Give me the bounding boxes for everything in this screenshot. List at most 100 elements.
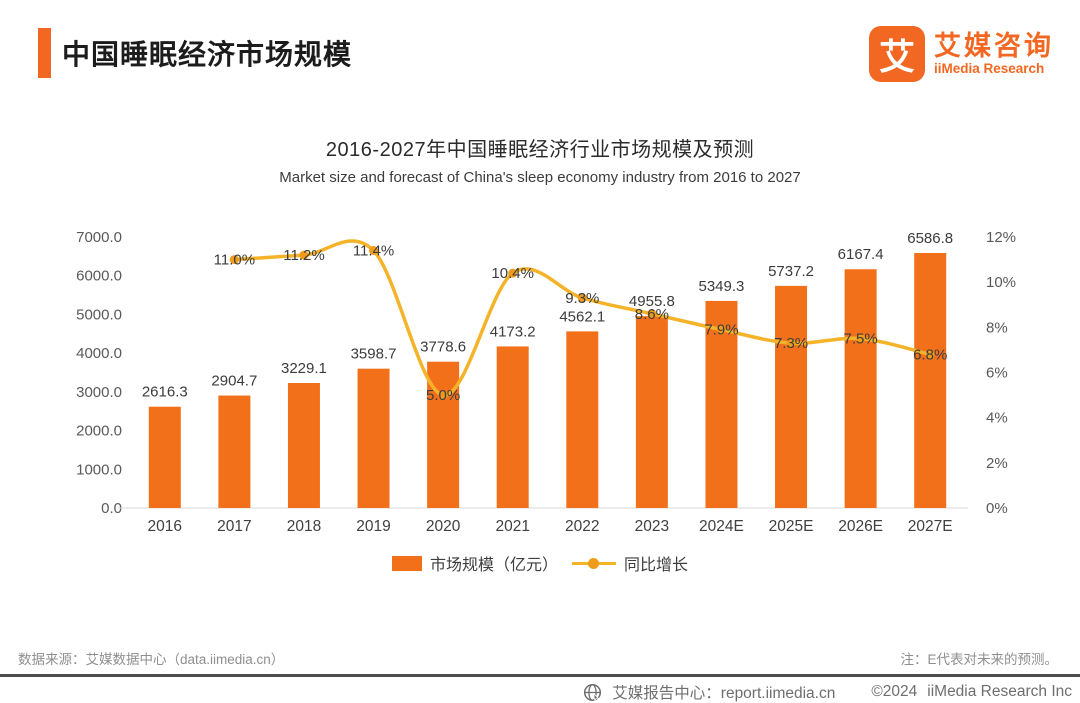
footer-divider	[0, 674, 1080, 677]
bar-value-label: 3229.1	[281, 360, 327, 377]
growth-point	[925, 349, 935, 359]
x-tick-2023: 2023	[635, 518, 669, 535]
legend-label-market-size: 市场规模（亿元）	[429, 557, 558, 574]
iimedia-logo-icon: 艾	[869, 26, 925, 82]
footer-bar: 艾媒报告中心：report.iimedia.cn ©2024 iiMedia R…	[583, 681, 1072, 703]
bar-2023	[635, 316, 668, 508]
growth-value-label: 10.4%	[491, 265, 534, 282]
bar-2018	[287, 382, 320, 508]
x-tick-2020: 2020	[426, 518, 461, 535]
growth-value-label: 5.0%	[426, 387, 460, 404]
svg-text:0.0: 0.0	[101, 500, 122, 517]
x-tick-2017: 2017	[217, 518, 251, 535]
growth-point	[647, 309, 657, 319]
growth-line	[234, 239, 931, 397]
brand-name-cn: 艾媒咨询	[934, 30, 1054, 61]
growth-value-label: 7.9%	[704, 322, 738, 339]
growth-point	[577, 293, 587, 303]
bar-2024E	[705, 300, 738, 508]
growth-value-label: 7.3%	[774, 335, 808, 352]
svg-text:12%: 12%	[986, 229, 1016, 246]
growth-point	[856, 334, 866, 344]
chart-legend: 市场规模（亿元） 同比增长	[0, 551, 1080, 575]
growth-point	[716, 325, 726, 335]
growth-point	[508, 268, 518, 278]
chart-subtitle: Market size and forecast of China's slee…	[279, 169, 801, 186]
page-header: 中国睡眠经济市场规模	[38, 28, 352, 78]
bar-2026E	[844, 269, 877, 508]
logo-text: 艾媒咨询 iiMedia Research	[934, 30, 1054, 77]
growth-value-label: 8.6%	[635, 306, 669, 323]
svg-text:5000.0: 5000.0	[76, 306, 122, 323]
growth-value-label: 9.3%	[565, 290, 599, 307]
bar-value-label: 5349.3	[699, 278, 745, 295]
bar-value-label: 4562.1	[559, 308, 605, 325]
growth-value-label: 6.8%	[913, 346, 947, 363]
growth-point	[229, 255, 239, 265]
bar-value-label: 4173.2	[490, 323, 536, 340]
forecast-note: 注：E代表对未来的预测。	[900, 652, 1058, 667]
report-center-link: 艾媒报告中心：report.iimedia.cn	[612, 685, 836, 702]
bar-2019	[357, 368, 390, 508]
svg-text:1000.0: 1000.0	[76, 461, 122, 478]
x-tick-2025E: 2025E	[769, 518, 814, 535]
svg-text:4000.0: 4000.0	[76, 345, 122, 362]
svg-text:6%: 6%	[986, 365, 1008, 382]
x-tick-2018: 2018	[287, 518, 321, 535]
x-tick-2027E: 2027E	[908, 518, 953, 535]
bar-value-label: 2904.7	[211, 373, 257, 390]
bar-value-label: 6586.8	[907, 230, 953, 247]
bar-2016	[148, 406, 181, 508]
bar-value-label: 3598.7	[351, 346, 397, 363]
svg-text:3000.0: 3000.0	[76, 384, 122, 401]
footnotes: 数据来源：艾媒数据中心（data.iimedia.cn） 注：E代表对未来的预测…	[18, 648, 1058, 668]
x-tick-2019: 2019	[356, 518, 390, 535]
brand-name-en: iiMedia Research	[934, 61, 1045, 77]
bar-value-label: 5737.2	[768, 263, 814, 280]
title-accent-bar	[38, 28, 51, 78]
svg-text:8%: 8%	[986, 319, 1008, 336]
svg-text:6000.0: 6000.0	[76, 268, 122, 285]
legend-label-growth: 同比增长	[624, 557, 689, 574]
svg-text:10%: 10%	[986, 274, 1016, 291]
svg-text:4%: 4%	[986, 410, 1008, 427]
bar-value-label: 4955.8	[629, 293, 675, 310]
growth-point	[438, 390, 448, 400]
market-size-chart: 0.0 1000.0 2000.0 3000.0 4000.0 5000.0 6000.0 7…	[76, 229, 1016, 535]
iimedia-logo: 艾 艾媒咨询 iiMedia Research	[869, 26, 1054, 82]
svg-text:0%: 0%	[986, 500, 1008, 517]
legend-item-growth: 同比增长	[572, 551, 688, 575]
x-tick-2021: 2021	[495, 518, 529, 535]
growth-value-label: 11.4%	[353, 243, 394, 260]
bar-2017	[218, 395, 251, 508]
copyright-text: ©2024	[871, 683, 918, 700]
bar-2025E	[775, 285, 808, 508]
growth-value-label: 11.2%	[283, 247, 324, 264]
company-name: iiMedia Research Inc	[927, 683, 1072, 700]
bar-2022	[566, 331, 599, 508]
bar-value-label: 3778.6	[420, 339, 466, 356]
globe-icon	[583, 683, 602, 702]
chart-title: 2016-2027年中国睡眠经济行业市场规模及预测	[325, 139, 755, 161]
bar-2027E	[914, 252, 947, 508]
bar-value-label: 6167.4	[838, 246, 884, 263]
x-tick-2022: 2022	[565, 518, 599, 535]
x-tick-2024E: 2024E	[699, 518, 744, 535]
x-tick-2026E: 2026E	[838, 518, 883, 535]
growth-point	[299, 250, 309, 260]
growth-point	[786, 338, 796, 348]
svg-text:2000.0: 2000.0	[76, 423, 122, 440]
data-source-note: 数据来源：艾媒数据中心（data.iimedia.cn）	[18, 652, 285, 667]
bar-value-label: 2616.3	[142, 384, 188, 401]
growth-value-label: 11.0%	[214, 252, 255, 269]
line-series-marker-icon	[572, 556, 616, 571]
page-title: 中国睡眠经济市场规模	[62, 39, 353, 70]
bar-2021	[496, 346, 529, 508]
svg-text:2%: 2%	[986, 455, 1008, 472]
growth-point	[369, 246, 379, 256]
x-tick-2016: 2016	[148, 518, 182, 535]
svg-text:7000.0: 7000.0	[76, 229, 122, 246]
growth-value-label: 7.5%	[844, 331, 878, 348]
legend-item-market-size: 市场规模（亿元）	[391, 551, 558, 575]
